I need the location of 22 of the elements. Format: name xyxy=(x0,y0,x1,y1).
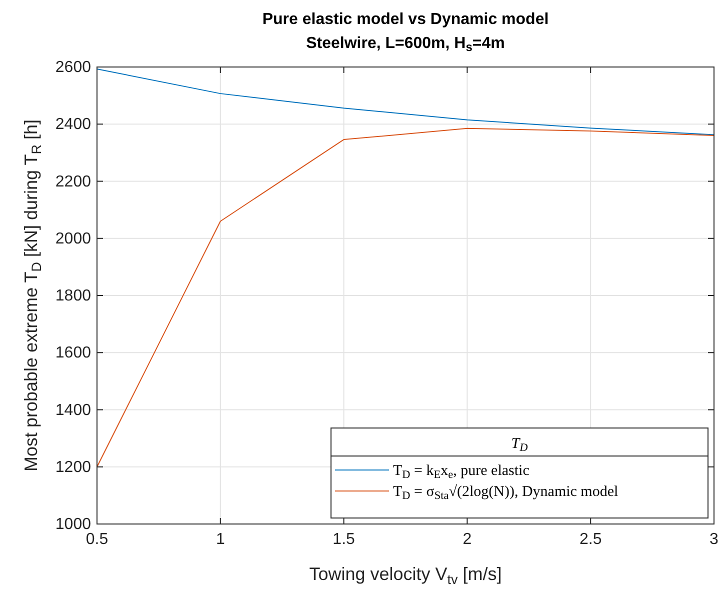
legend-label: T$_{D}$ = σ$_{Sta}$√(2log(N)), Dynamic model xyxy=(393,484,618,502)
x-tick-label: 0.5 xyxy=(86,531,108,548)
x-tick-label: 3 xyxy=(710,531,719,548)
x-tick-label: 2.5 xyxy=(579,531,602,548)
legend-label: T$_{D}$ = k$_{E}$x$_{e}$, pure elastic xyxy=(393,463,530,481)
y-tick-label: 1000 xyxy=(55,516,92,533)
x-tick-label: 1 xyxy=(216,531,225,548)
y-tick-label: 1800 xyxy=(55,288,92,304)
x-tick-label: 1.5 xyxy=(332,531,356,548)
y-tick-label: 2600 xyxy=(55,59,92,76)
legend-title: T$_{D}$ xyxy=(511,436,528,454)
chart-title: Pure elastic model vs Dynamic model xyxy=(262,11,549,28)
chart-subtitle: Steelwire, L=600m, H$_{s}$=4m xyxy=(306,35,505,54)
y-tick-label: 1600 xyxy=(55,344,92,362)
x-tick-label: 2 xyxy=(462,531,472,548)
y-tick-label: 2000 xyxy=(55,230,92,248)
y-tick-label: 1200 xyxy=(55,458,92,476)
line-series xyxy=(96,68,714,136)
y-tick-label: 2400 xyxy=(55,116,92,134)
x-axis-title: Towing velocity V$_{tv}$ [m/s] xyxy=(309,564,502,586)
y-tick-label: 1400 xyxy=(55,402,92,419)
y-tick-label: 2200 xyxy=(55,173,92,190)
